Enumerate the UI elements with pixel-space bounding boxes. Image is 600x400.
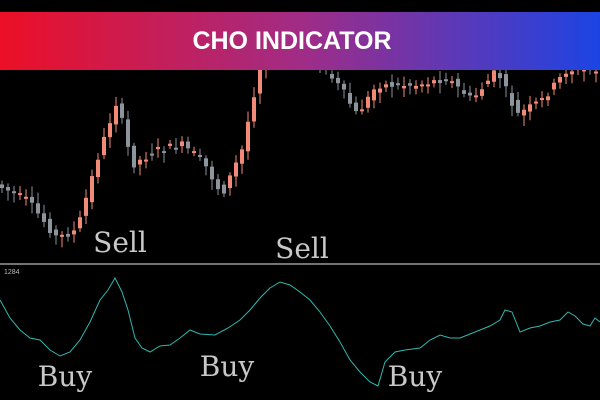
oscillator-label: 1284 (4, 269, 20, 276)
candle-body (522, 109, 526, 116)
sell-label: Sell (93, 226, 147, 259)
candle-body (420, 84, 424, 87)
candle-body (426, 84, 430, 87)
candle-body (66, 233, 70, 237)
candle-body (384, 84, 388, 88)
candle-body (72, 230, 76, 235)
candle-body (516, 99, 520, 113)
candle-body (570, 71, 574, 75)
candle-body (480, 89, 484, 96)
candle-body (354, 102, 358, 112)
candle-body (78, 217, 82, 229)
candle-body (402, 85, 406, 89)
sell-label: Sell (275, 232, 329, 265)
candle-body (228, 175, 232, 188)
candle-body (342, 83, 346, 90)
candle-body (138, 159, 142, 165)
title-banner (0, 12, 600, 70)
candle-body (144, 159, 148, 162)
candle-body (96, 159, 100, 178)
candle-body (468, 92, 472, 96)
buy-label: Buy (388, 360, 443, 393)
candle-body (60, 234, 64, 237)
candle-body (204, 158, 208, 167)
candle-body (150, 153, 154, 156)
candle-body (408, 83, 412, 86)
candle-body (552, 82, 556, 90)
candle-body (210, 166, 214, 180)
candle-body (156, 147, 160, 150)
candle-body (528, 104, 532, 112)
candle-body (330, 73, 334, 79)
oscillator-line (0, 276, 600, 387)
candle-body (186, 141, 190, 149)
candle-body (36, 203, 40, 214)
candle-body (84, 197, 88, 216)
candle-body (594, 71, 598, 74)
candle-body (234, 162, 238, 177)
candle-body (546, 96, 550, 101)
candle-body (492, 70, 496, 82)
candle-body (54, 229, 58, 236)
candle-body (474, 95, 478, 98)
candle-body (198, 154, 202, 157)
candle-body (360, 109, 364, 112)
candle-body (90, 176, 94, 203)
candle-body (42, 213, 46, 222)
candle-body (0, 184, 4, 188)
candle-body (534, 101, 538, 104)
candle-body (18, 193, 22, 196)
candle-body (486, 80, 490, 85)
candle-body (216, 179, 220, 190)
candle-body (498, 73, 502, 79)
candle-body (582, 69, 586, 72)
candle-body (564, 73, 568, 77)
candle-body (174, 147, 178, 150)
candle-body (558, 77, 562, 83)
candle-body (12, 191, 16, 194)
buy-label: Buy (200, 350, 255, 383)
candle-body (24, 196, 28, 199)
candle-body (504, 74, 508, 87)
candle-body (180, 141, 184, 147)
candle-body (432, 80, 436, 84)
candle-body (348, 92, 352, 104)
candle-body (336, 77, 340, 84)
candle-body (192, 151, 196, 154)
candle-body (114, 105, 118, 125)
candle-body (396, 83, 400, 86)
candle-body (372, 89, 376, 101)
candle-body (444, 79, 448, 82)
candle-body (168, 143, 172, 146)
candle-body (246, 121, 250, 152)
candle-body (456, 78, 460, 87)
candle-body (438, 80, 442, 84)
candle-body (240, 149, 244, 164)
candle-body (390, 82, 394, 87)
candle-body (414, 85, 418, 89)
candle-body (162, 151, 166, 154)
candle-body (48, 218, 52, 234)
candle-body (540, 98, 544, 101)
candle-body (102, 136, 106, 156)
candle-body (30, 196, 34, 203)
candle-body (132, 145, 136, 168)
candle-body (120, 103, 124, 118)
candle-body (258, 70, 262, 94)
candle-body (108, 123, 112, 138)
candle-body (366, 96, 370, 108)
candle-body (222, 184, 226, 194)
candle-body (510, 93, 514, 106)
candle-body (450, 81, 454, 84)
buy-label: Buy (38, 360, 93, 393)
candle-body (378, 88, 382, 93)
candle-body (252, 97, 256, 122)
banner-title: CHO INDICATOR (192, 27, 391, 55)
candle-body (6, 187, 10, 191)
candle-body (462, 90, 466, 94)
candle-body (126, 119, 130, 147)
